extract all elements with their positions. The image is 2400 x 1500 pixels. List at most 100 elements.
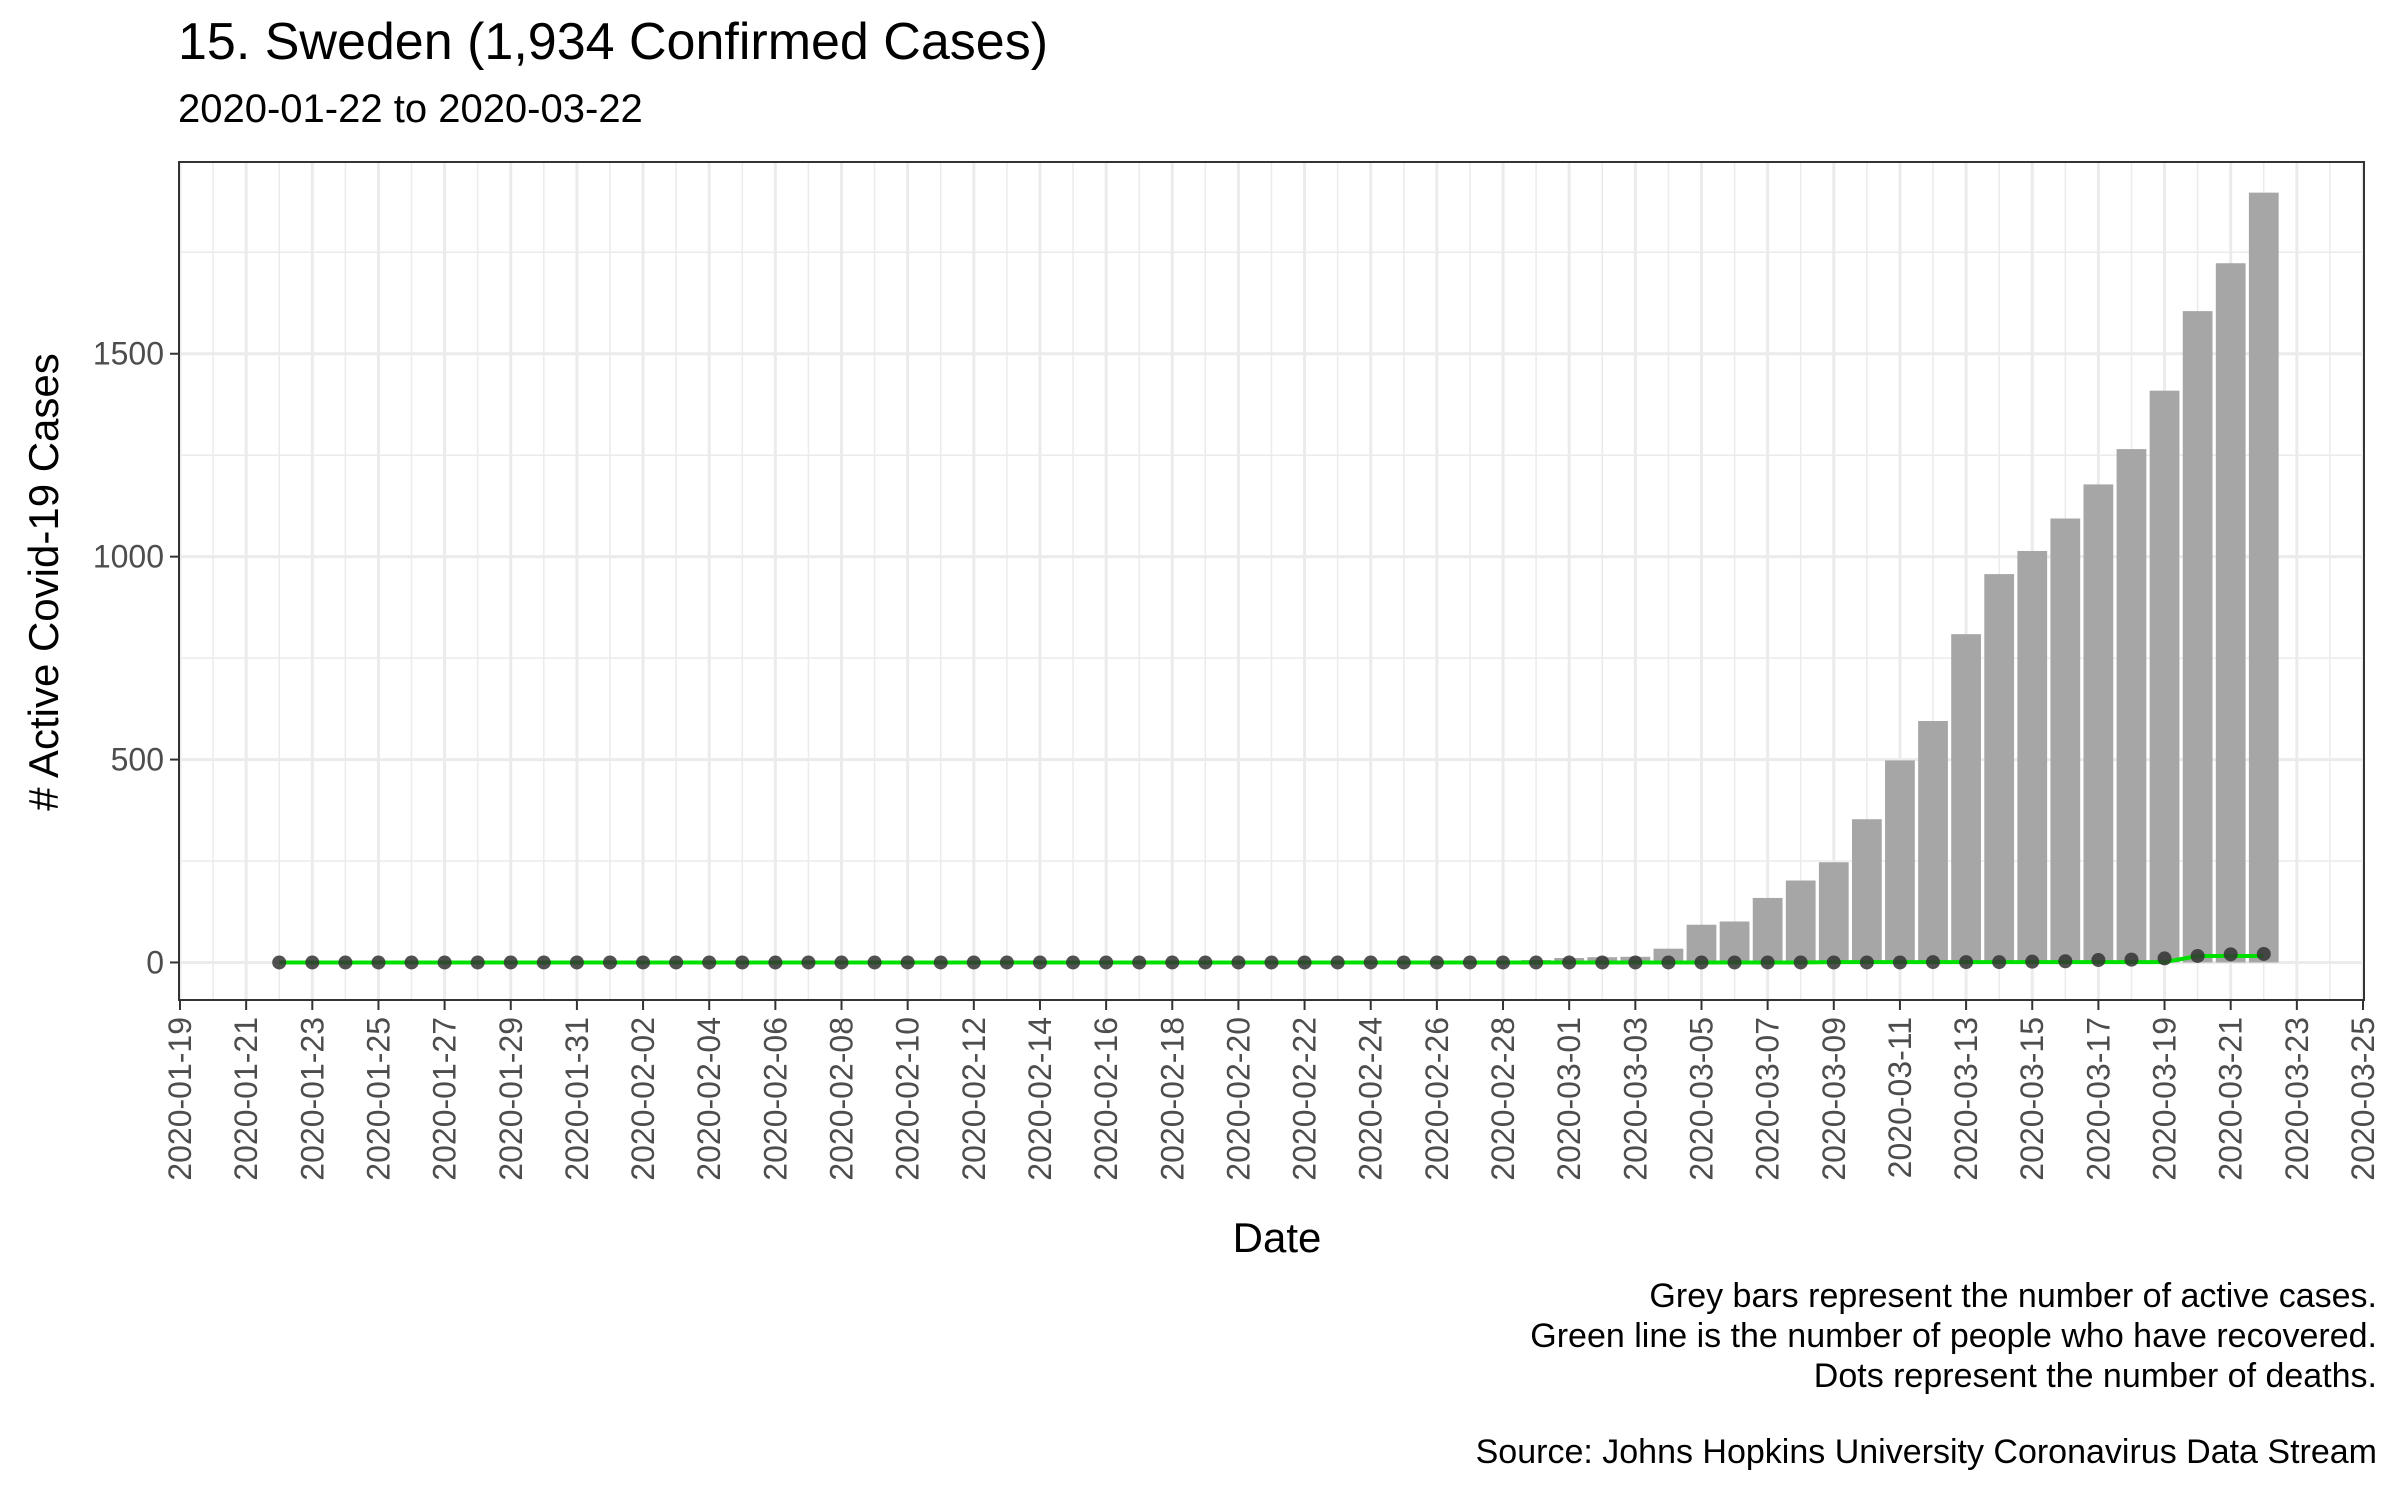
bar-active	[1885, 760, 1915, 963]
death-dot	[1959, 955, 1974, 970]
death-dot	[1330, 955, 1345, 970]
chart-subtitle: 2020-01-22 to 2020-03-22	[178, 87, 643, 131]
death-dot	[1066, 955, 1081, 970]
death-dot	[470, 955, 485, 970]
death-dot	[933, 955, 948, 970]
x-tick-label: 2020-03-19	[2147, 1017, 2183, 1181]
death-dot	[768, 955, 783, 970]
death-dot	[1793, 955, 1808, 970]
death-dot	[437, 955, 452, 970]
death-dot	[1859, 955, 1874, 970]
x-tick-label: 2020-03-21	[2213, 1017, 2249, 1181]
bar-active	[2116, 449, 2147, 963]
bar-active	[1851, 819, 1882, 963]
death-dot	[2124, 952, 2139, 967]
death-dot	[1892, 955, 1907, 970]
death-dot	[2157, 951, 2172, 966]
death-dot	[1926, 955, 1941, 970]
x-tick-label: 2020-03-15	[2014, 1017, 2050, 1181]
death-dot	[1694, 955, 1709, 970]
death-dot	[602, 955, 617, 970]
death-dot	[1132, 955, 1147, 970]
death-dot	[2091, 953, 2106, 968]
x-tick-label: 2020-03-01	[1551, 1017, 1587, 1181]
death-dot	[1264, 955, 1279, 970]
deaths-dots	[272, 946, 2271, 970]
x-tick-label: 2020-02-26	[1419, 1017, 1455, 1181]
death-dot	[801, 955, 816, 970]
death-dot	[2025, 954, 2040, 969]
y-axis: 0 500 1000 1500	[93, 336, 179, 980]
caption-source: Source: Johns Hopkins University Coronav…	[1475, 1433, 2377, 1471]
death-dot	[1727, 955, 1742, 970]
caption-line-recovered: Green line is the number of people who h…	[1530, 1317, 2377, 1355]
x-tick-label: 2020-02-02	[625, 1017, 661, 1181]
death-dot	[503, 955, 518, 970]
x-tick-label: 2020-02-14	[1022, 1017, 1058, 1181]
y-tick-label: 1000	[93, 539, 164, 575]
death-dot	[1297, 955, 1312, 970]
bar-active	[2149, 390, 2180, 963]
x-tick-label: 2020-02-16	[1088, 1017, 1124, 1181]
death-dot	[1628, 955, 1643, 970]
x-tick-label: 2020-02-08	[824, 1017, 860, 1181]
caption-line-deaths: Dots represent the number of deaths.	[1813, 1357, 2377, 1395]
y-axis-title: # Active Covid-19 Cases	[20, 353, 67, 811]
bar-active	[1752, 897, 1783, 963]
death-dot	[1231, 955, 1246, 970]
death-dot	[2223, 947, 2238, 962]
x-tick-label: 2020-03-05	[1684, 1017, 1720, 1181]
x-tick-label: 2020-03-03	[1617, 1017, 1653, 1181]
panel-border	[178, 161, 2365, 1001]
death-dot	[1661, 955, 1676, 970]
death-dot	[1595, 955, 1610, 970]
bar-active	[2215, 263, 2246, 963]
x-tick-label: 2020-01-25	[361, 1017, 397, 1181]
x-tick-label: 2020-01-29	[493, 1017, 529, 1181]
bar-active	[2248, 192, 2279, 963]
death-dot	[702, 955, 717, 970]
death-dot	[1165, 955, 1180, 970]
x-tick-label: 2020-01-23	[294, 1017, 330, 1181]
caption: Grey bars represent the number of active…	[1476, 1276, 2377, 1472]
y-tick-label: 500	[111, 742, 164, 778]
x-tick-label: 2020-03-17	[2080, 1017, 2116, 1181]
death-dot	[966, 955, 981, 970]
x-axis: 2020-01-19 2020-01-21 2020-01-23 2020-01-25…	[162, 1000, 2381, 1181]
x-tick-label: 2020-02-04	[691, 1017, 727, 1181]
death-dot	[1562, 955, 1577, 970]
bars	[595, 192, 2279, 963]
x-tick-label: 2020-02-18	[1154, 1017, 1190, 1181]
x-tick-label: 2020-02-24	[1353, 1017, 1389, 1181]
bar-active	[1951, 634, 1981, 963]
death-dot	[1363, 955, 1378, 970]
death-dot	[669, 955, 684, 970]
bar-active	[2050, 518, 2081, 963]
death-dot	[2058, 954, 2073, 969]
death-dot	[2256, 946, 2271, 961]
death-dot	[1396, 955, 1411, 970]
x-tick-label: 2020-03-25	[2345, 1017, 2381, 1181]
death-dot	[735, 955, 750, 970]
bar-active	[2083, 484, 2114, 963]
chart-title: 15. Sweden (1,934 Confirmed Cases)	[178, 13, 1049, 71]
x-tick-label: 2020-01-19	[162, 1017, 198, 1181]
death-dot	[338, 955, 353, 970]
death-dot	[569, 955, 584, 970]
death-dot	[636, 955, 651, 970]
death-dot	[834, 955, 849, 970]
death-dot	[404, 955, 419, 970]
death-dot	[900, 955, 915, 970]
x-tick-label: 2020-02-22	[1287, 1017, 1323, 1181]
bar-active	[2017, 550, 2048, 963]
death-dot	[1529, 955, 1544, 970]
death-dot	[305, 955, 320, 970]
x-tick-label: 2020-02-28	[1485, 1017, 1521, 1181]
caption-line-bars: Grey bars represent the number of active…	[1649, 1277, 2377, 1315]
death-dot	[371, 955, 386, 970]
y-tick-label: 1500	[93, 336, 164, 372]
x-tick-label: 2020-03-09	[1816, 1017, 1852, 1181]
x-tick-label: 2020-02-10	[890, 1017, 926, 1181]
x-tick-label: 2020-01-31	[559, 1017, 595, 1181]
